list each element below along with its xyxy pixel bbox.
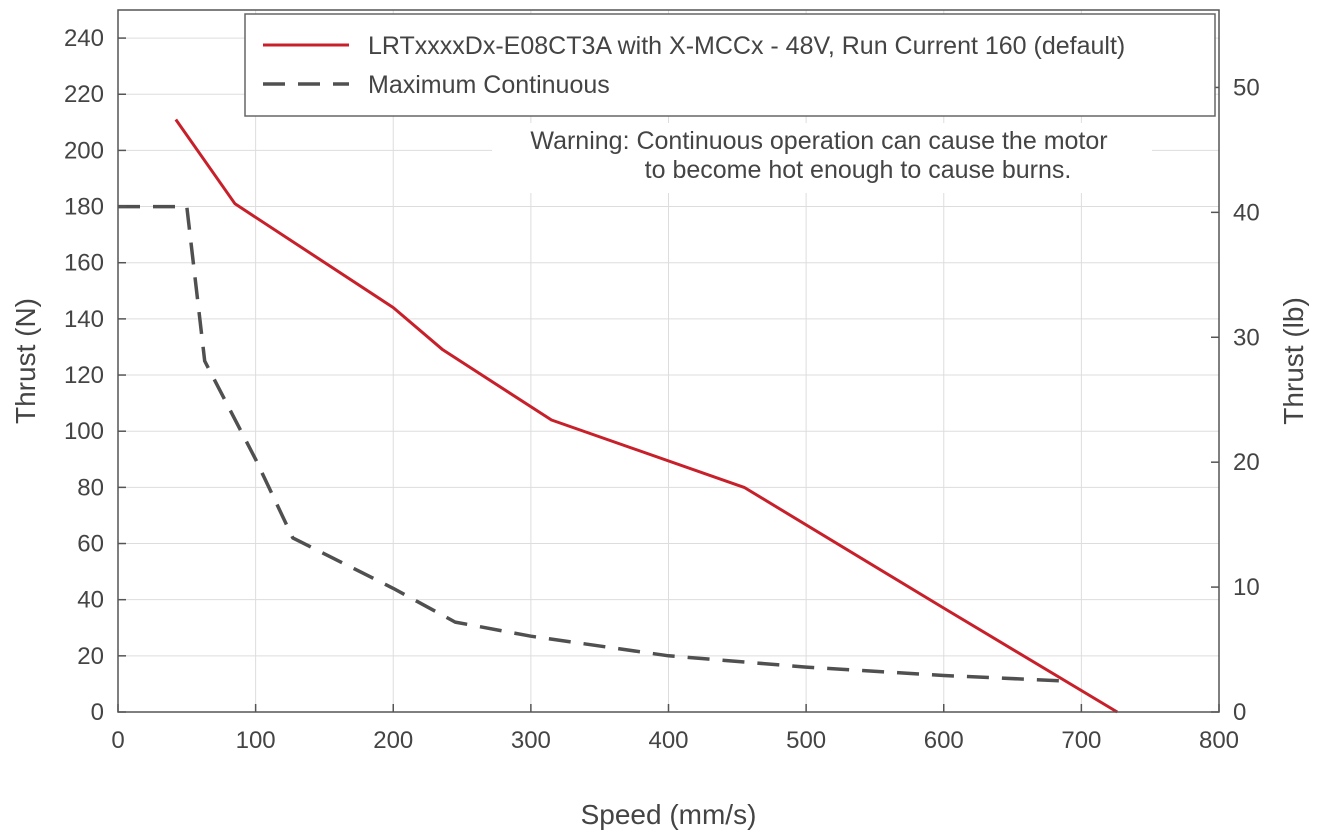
y2-tick-label: 0 <box>1233 699 1246 726</box>
y-tick-label: 120 <box>64 362 104 389</box>
x-tick-label: 600 <box>924 727 964 754</box>
x-tick-label: 400 <box>648 727 688 754</box>
x-tick-label: 800 <box>1199 727 1239 754</box>
y-tick-label: 0 <box>91 699 104 726</box>
legend-label-rated-thrust: LRTxxxxDx-E08CT3A with X-MCCx - 48V, Run… <box>368 32 1125 60</box>
x-axis-title: Speed (mm/s) <box>581 799 757 830</box>
y-tick-label: 180 <box>64 194 104 221</box>
y-tick-label: 80 <box>77 474 104 501</box>
y2-tick-label: 40 <box>1233 199 1260 226</box>
y2-axis-title: Thrust (lb) <box>1278 297 1309 425</box>
y-tick-label: 220 <box>64 81 104 108</box>
legend-label-maximum-continuous: Maximum Continuous <box>368 71 610 99</box>
y-tick-label: 20 <box>77 643 104 670</box>
y-tick-label: 160 <box>64 250 104 277</box>
y-tick-label: 200 <box>64 137 104 164</box>
y-tick-label: 100 <box>64 418 104 445</box>
y2-tick-label: 20 <box>1233 449 1260 476</box>
x-tick-label: 300 <box>511 727 551 754</box>
series-line-rated-thrust <box>174 118 1118 714</box>
y-axis-title: Thrust (N) <box>10 298 41 424</box>
y-tick-label: 60 <box>77 531 104 558</box>
y-tick-label: 40 <box>77 587 104 614</box>
y2-tick-label: 10 <box>1233 574 1260 601</box>
x-tick-label: 200 <box>373 727 413 754</box>
x-tick-label: 0 <box>111 727 124 754</box>
x-tick-label: 700 <box>1061 727 1101 754</box>
warning-annotation: Warning: Continuous operation can cause … <box>492 123 1152 193</box>
y2-tick-label: 30 <box>1233 324 1260 351</box>
x-tick-label: 500 <box>786 727 826 754</box>
y2-tick-label: 50 <box>1233 74 1260 101</box>
series-layer <box>118 118 1118 714</box>
warning-annotation-background <box>492 123 1152 193</box>
legend: LRTxxxxDx-E08CT3A with X-MCCx - 48V, Run… <box>244 13 1216 117</box>
legend-box <box>244 13 1216 117</box>
y-tick-label: 240 <box>64 25 104 52</box>
ticks: 0 100 200 300 400 500 600 700 800020406080100120… <box>64 25 1260 754</box>
y-tick-label: 140 <box>64 306 104 333</box>
series-line-maximum-continuous <box>118 204 1068 683</box>
x-tick-label: 100 <box>236 727 276 754</box>
warning-annotation-line-2: to become hot enough to cause burns. <box>645 156 1072 184</box>
warning-annotation-line-1: Warning: Continuous operation can cause … <box>530 127 1107 155</box>
